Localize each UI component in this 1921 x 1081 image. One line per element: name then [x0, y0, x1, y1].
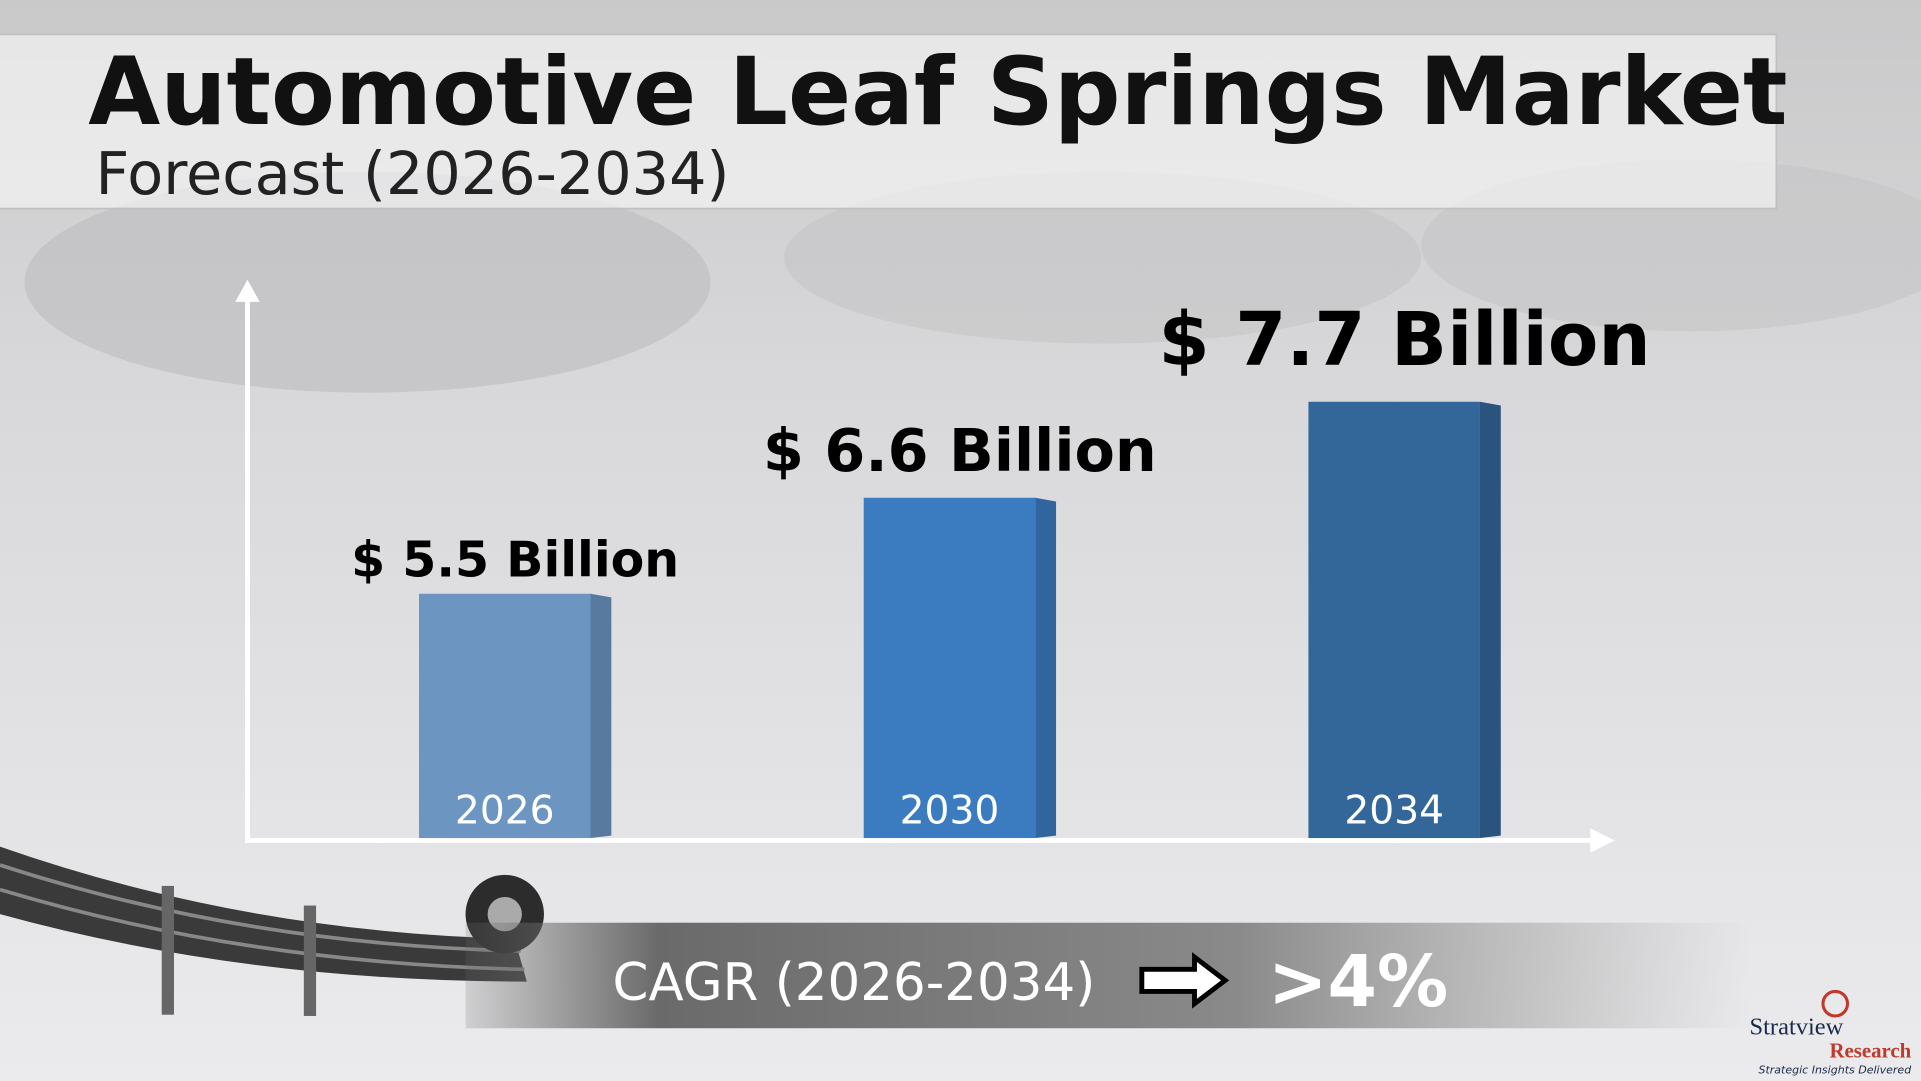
bar: [863, 497, 1036, 839]
logo-name: Stratview: [1749, 1013, 1843, 1040]
x-axis-arrow: [1590, 828, 1615, 853]
background-car: [24, 171, 711, 393]
value-label: $ 5.5 Billion: [351, 531, 679, 589]
background-car: [784, 171, 1422, 344]
title-box: [0, 33, 1778, 210]
bar-side: [1035, 497, 1057, 839]
cagr-arrow: [1139, 952, 1230, 1009]
cagr-band: [465, 922, 1752, 1029]
leaf-spring: [0, 846, 544, 1016]
value-label: $ 7.7 Billion: [1159, 298, 1651, 383]
spring-leaves: [0, 846, 527, 982]
spring-line: [0, 863, 521, 953]
category-label: 2034: [1344, 788, 1444, 833]
chart-title: Automotive Leaf Springs Market: [88, 38, 1787, 146]
logo: Stratview Research Strategic Insights De…: [1749, 989, 1912, 1077]
logo-tagline: Strategic Insights Delivered: [1758, 1064, 1912, 1077]
bar: [1308, 401, 1480, 839]
category-label: 2030: [900, 788, 1000, 833]
logo-icon: [1821, 989, 1850, 1018]
chart-subtitle: Forecast (2026-2034): [96, 139, 730, 208]
spring-clamp: [303, 905, 317, 1016]
y-axis-arrow: [235, 279, 260, 302]
bar-side: [1479, 401, 1501, 839]
logo-sub: Research: [1830, 1039, 1912, 1063]
value-label: $ 6.6 Billion: [763, 416, 1157, 485]
category-label: 2026: [455, 788, 555, 833]
bar-side: [590, 593, 612, 839]
cagr-label: CAGR (2026-2034): [613, 953, 1096, 1013]
cagr-value: >4%: [1268, 940, 1448, 1023]
bar: [418, 593, 591, 839]
spring-clamp: [161, 885, 174, 1015]
spring-line: [0, 887, 525, 972]
